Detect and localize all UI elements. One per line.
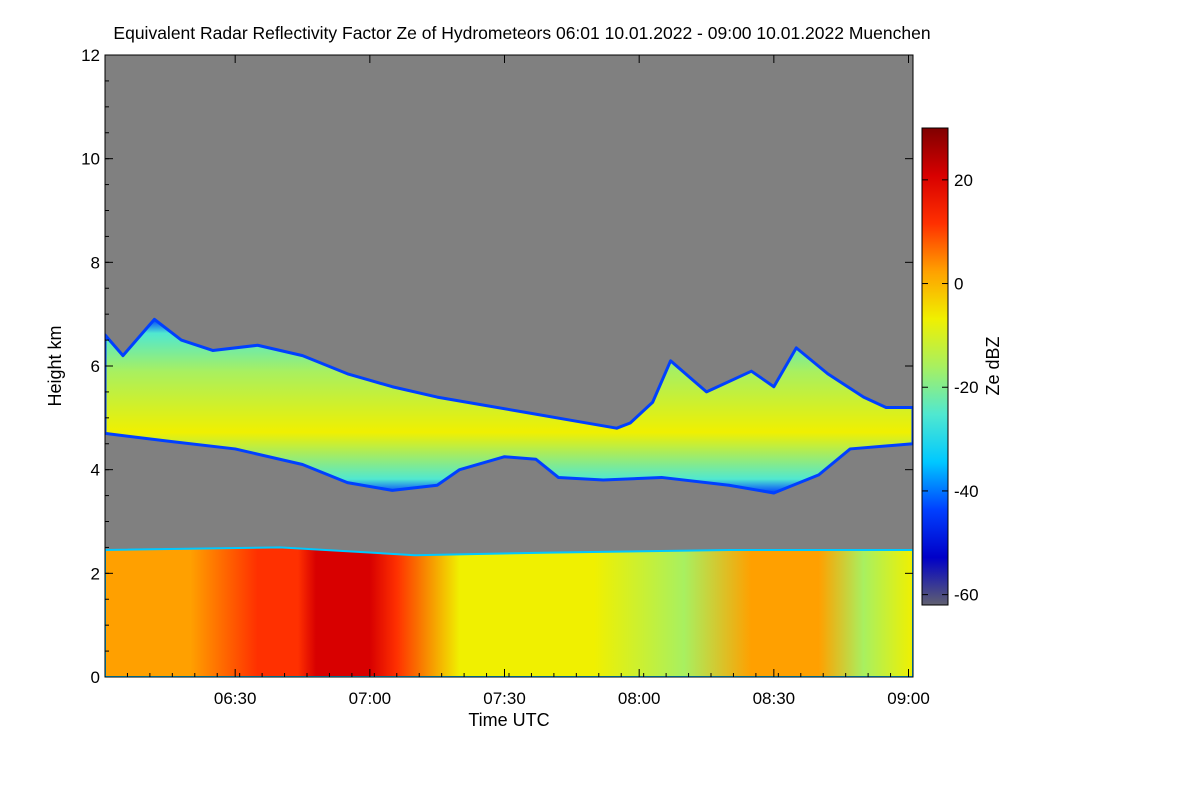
y-tick-label: 8 [91,253,100,272]
x-tick-label: 08:30 [753,689,796,708]
colorbar-tick-label: -20 [954,378,979,397]
x-tick-label: 08:00 [618,689,661,708]
y-axis: 0 2 4 6 8 10 12 [81,46,913,687]
colorbar-tick-label: -40 [954,482,979,501]
upper-cloud-layer [105,317,913,495]
colorbar-tick-label: 20 [954,171,973,190]
x-tick-label: 07:30 [483,689,526,708]
y-tick-label: 10 [81,150,100,169]
chart-title: Equivalent Radar Reflectivity Factor Ze … [113,23,930,43]
y-tick-label: 12 [81,46,100,65]
y-axis-label: Height km [45,325,65,406]
y-tick-label: 2 [91,564,100,583]
lower-precipitation-layer [105,546,913,677]
y-tick-label: 6 [91,357,100,376]
colorbar-label: Ze dBZ [983,336,1003,395]
x-tick-label: 09:00 [887,689,930,708]
colorbar-ticks: 20 0 -20 -40 -60 [922,171,979,605]
colorbar-tick-label: 0 [954,275,963,294]
y-tick-label: 4 [91,461,100,480]
y-tick-label: 0 [91,668,100,687]
colorbar-tick-label: -60 [954,586,979,605]
x-tick-label: 07:00 [349,689,392,708]
radar-echo-layers [105,317,913,677]
colorbar [921,127,949,606]
x-axis-label: Time UTC [468,710,549,730]
x-tick-label: 06:30 [214,689,257,708]
x-axis: 06:30 07:00 07:30 08:00 08:30 09:00 [104,55,930,708]
